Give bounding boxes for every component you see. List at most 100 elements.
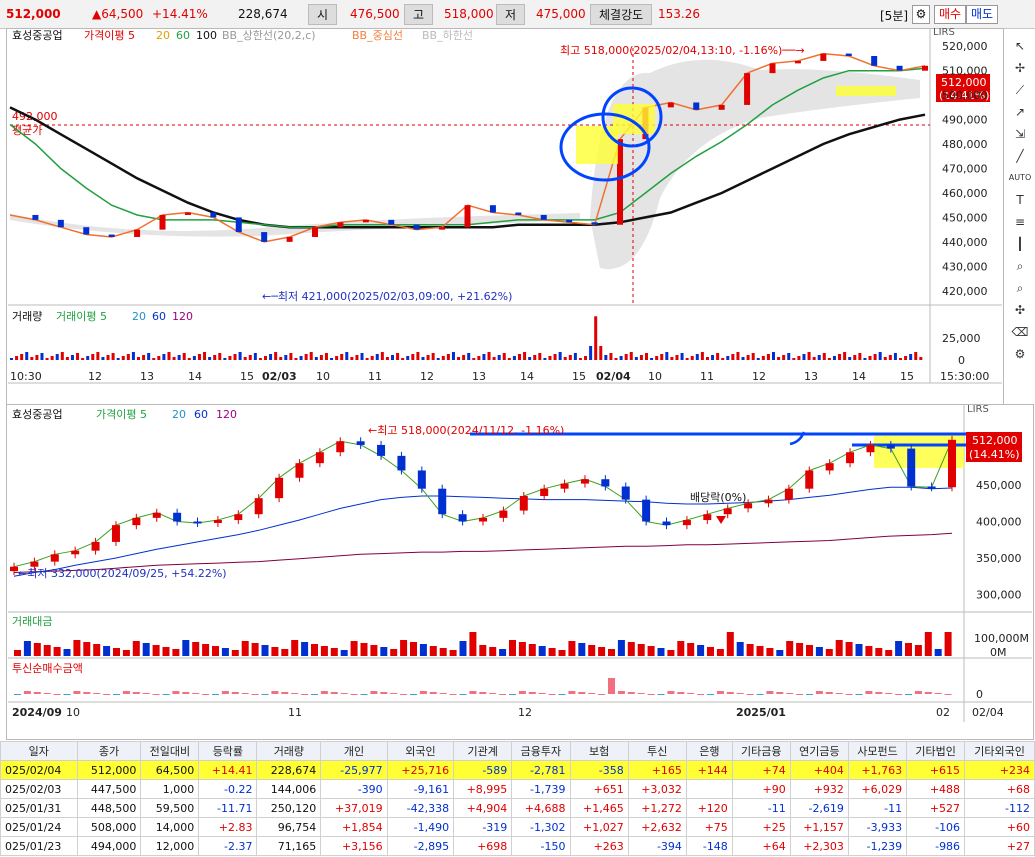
table-header-cell[interactable]: 투신	[627, 741, 687, 761]
trust-bar	[192, 693, 200, 694]
candle	[703, 514, 712, 521]
volume-bar	[111, 353, 115, 360]
eraser-icon[interactable]: ⌫	[1011, 325, 1029, 339]
auto-icon[interactable]: AUTO	[1008, 173, 1032, 182]
table-header-cell[interactable]: 은행	[685, 741, 733, 761]
vol-tick-0: 0	[958, 354, 965, 367]
x-tick-label: 10	[316, 370, 330, 383]
table-cell: 144,006	[256, 779, 322, 799]
table-header-cell[interactable]: 일자	[0, 741, 78, 761]
measure-icon[interactable]: ⇲	[1014, 127, 1026, 141]
trust-bar	[697, 694, 705, 695]
amount-bar	[360, 643, 368, 656]
trust-bar	[509, 694, 516, 695]
amount-bar	[776, 650, 784, 656]
legend2-stock-name: 효성중공업	[12, 408, 63, 421]
x-tick-label: 10:30	[10, 370, 42, 383]
trust-bar	[152, 694, 160, 695]
volume-bar	[385, 357, 389, 360]
trend-line-icon[interactable]: ╱	[1016, 149, 1024, 163]
table-row[interactable]: 025/01/31 448,500 59,500 -11.71 250,120 +37,0…	[0, 798, 1035, 818]
table-header-cell[interactable]: 기타법인	[906, 741, 966, 761]
amount-bar	[687, 643, 695, 656]
gear-icon[interactable]: ⚙	[1014, 347, 1026, 361]
table-row[interactable]: 025/02/03 447,500 1,000 -0.22 144,006 -390 -9,…	[0, 779, 1035, 799]
volume-bar	[507, 358, 511, 360]
candle	[566, 219, 573, 223]
table-header-cell[interactable]: 사모펀드	[847, 741, 908, 761]
amount-bar	[637, 644, 645, 656]
line-tool-icon[interactable]: ⟋	[1015, 83, 1025, 97]
crosshair-icon[interactable]: ✢	[1014, 61, 1026, 75]
candle	[662, 521, 671, 526]
sell-button[interactable]: 매도	[966, 5, 998, 24]
table-header-cell[interactable]: 기관계	[453, 741, 513, 761]
text-tool-icon[interactable]: T	[1016, 193, 1024, 207]
pattern-icon[interactable]: ✣	[1014, 303, 1026, 317]
table-row[interactable]: 025/01/24 508,000 14,000 +2.83 96,754 +1,854-…	[0, 817, 1035, 837]
table-header-cell[interactable]: 기타금융	[731, 741, 791, 761]
trust-bar	[707, 694, 714, 695]
arrow-tool-icon[interactable]: ↗	[1014, 105, 1026, 119]
trust-bar	[449, 694, 457, 695]
settings-gear-icon[interactable]: ⚙	[912, 5, 930, 24]
table-header-cell[interactable]: 금융투자	[511, 741, 571, 761]
volume-bar	[441, 356, 445, 360]
period-selector[interactable]: [5분]	[880, 9, 909, 23]
amount-label: 거래대금	[12, 615, 52, 628]
trust-bar	[370, 691, 378, 694]
volume-bar	[700, 352, 704, 360]
table-row[interactable]: 025/02/04 512,000 64,500 +14.41 228,674 -25,9…	[0, 760, 1035, 780]
amount-bar	[845, 642, 853, 656]
trust-bar	[73, 691, 81, 694]
volume-bar	[685, 358, 689, 360]
volume-bar	[258, 358, 262, 360]
y-tick-label: 420,000	[942, 285, 988, 298]
volume-bar	[451, 352, 455, 360]
y-tick-label: 440,000	[942, 236, 988, 249]
low-value: 475,000	[536, 7, 586, 21]
y-tick-label: 480,000	[942, 138, 988, 151]
table-header-cell[interactable]: 전일대비	[140, 741, 200, 761]
amount-bar	[726, 632, 734, 656]
table-cell: +404	[789, 760, 849, 780]
table-header-cell[interactable]: 거래량	[256, 741, 322, 761]
table-header-cell[interactable]: 기타외국인	[964, 741, 1035, 761]
daily-chart[interactable]: 효성중공업 가격이평 5 20 60 120 LIRS ←최고 518,000(…	[0, 404, 1035, 738]
table-header-cell[interactable]: 개인	[320, 741, 388, 761]
volume-bar	[650, 358, 654, 360]
vol-legend-60: 60	[152, 310, 166, 323]
amount-bar	[667, 650, 675, 656]
candle	[173, 512, 182, 522]
table-row[interactable]: 025/01/23 494,000 12,000 -2.37 71,165 +3,156-…	[0, 836, 1035, 856]
volume-bar	[309, 352, 313, 360]
amount-bar	[241, 641, 249, 656]
table-header-cell[interactable]: 종가	[76, 741, 142, 761]
buy-button[interactable]: 매수	[934, 5, 966, 24]
x-axis-ticks: 10:30 12 13 14 15 02/03 10 11 12 13 14 15 02/04 10 11 1…	[10, 370, 914, 383]
strength-label: 체결강도	[590, 4, 653, 25]
cursor-icon[interactable]: ↖	[1014, 39, 1026, 53]
table-header-cell[interactable]: 외국인	[386, 741, 455, 761]
table-header-cell[interactable]: 등락률	[198, 741, 258, 761]
annotation-circle	[559, 112, 651, 182]
search-icon[interactable]: ⌕	[1016, 281, 1024, 295]
table-cell: -3,933	[847, 817, 908, 837]
x-tick-label: 10	[648, 370, 662, 383]
trust-bar	[320, 691, 328, 694]
x-tick-label: 15	[900, 370, 914, 383]
table-header-cell[interactable]: 보험	[569, 741, 629, 761]
intraday-chart[interactable]: 효성중공업 가격이평 5 20 60 100 BB_상한선(20,2,c) BB…	[0, 28, 1035, 408]
x-tick-label: 13	[804, 370, 818, 383]
trust-bar	[113, 694, 120, 695]
trust-bar	[410, 694, 417, 695]
volume-bar	[843, 352, 847, 360]
zoom-icon[interactable]: ⌕	[1016, 259, 1024, 273]
volume-bar	[467, 353, 471, 360]
volume-bar	[401, 358, 405, 360]
fibonacci-icon[interactable]: ≡	[1014, 215, 1026, 229]
volume-bar	[893, 353, 897, 360]
candle	[693, 102, 700, 110]
table-header-cell[interactable]: 연기금등	[789, 741, 849, 761]
candle-tool-icon[interactable]: ┃	[1016, 237, 1024, 251]
